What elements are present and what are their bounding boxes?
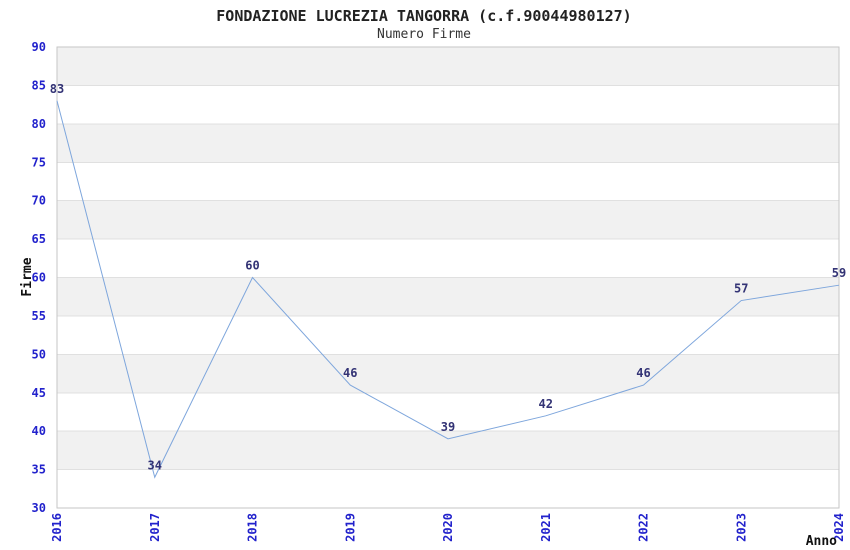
x-tick-label: 2021 [539, 513, 553, 542]
y-tick-label: 70 [32, 194, 46, 208]
data-point-label: 34 [148, 458, 162, 472]
data-point-label: 83 [50, 82, 64, 96]
y-tick-label: 45 [32, 386, 46, 400]
grid-band [57, 277, 839, 316]
grid-band [57, 123, 839, 163]
x-tick-label: 2017 [148, 513, 162, 542]
grid-band [57, 354, 839, 393]
data-point-label: 46 [343, 366, 357, 380]
x-axis-title: Anno [806, 534, 837, 549]
y-tick-label: 55 [32, 309, 46, 323]
x-tick-label: 2019 [343, 513, 357, 542]
data-point-label: 46 [636, 366, 650, 380]
plot-bands [57, 47, 839, 470]
data-point-label: 57 [734, 282, 748, 296]
y-tick-label: 40 [32, 424, 46, 438]
y-tick-label: 85 [32, 78, 46, 92]
y-tick-label: 60 [32, 271, 46, 285]
data-point-label: 39 [441, 420, 455, 434]
grid-band [57, 200, 839, 240]
y-axis-title: Firme [20, 257, 35, 296]
y-gridlines [57, 84, 839, 471]
data-point-label: 60 [245, 259, 259, 273]
grid-band [57, 47, 839, 86]
plot-border [56, 46, 840, 509]
x-tick-label: 2022 [637, 513, 651, 542]
chart-title: FONDAZIONE LUCREZIA TANGORRA (c.f.900449… [216, 7, 631, 25]
grid-band [57, 431, 839, 470]
data-point-label: 42 [539, 397, 553, 411]
y-tick-label: 65 [32, 232, 46, 246]
x-tick-label: 2020 [441, 513, 455, 542]
x-tick-label: 2018 [246, 513, 260, 542]
x-tick-label: 2023 [734, 513, 748, 542]
y-axis-tick-labels: 30 35 40 45 50 55 60 65 70 75 80 85 90 [32, 40, 46, 515]
y-tick-label: 30 [32, 501, 46, 515]
data-point-label: 59 [832, 266, 846, 280]
data-point-labels: 83 34 60 46 39 42 46 57 59 [50, 82, 846, 472]
y-tick-label: 75 [32, 155, 46, 169]
chart-subtitle: Numero Firme [377, 27, 471, 42]
x-axis-tick-labels: 2016 2017 2018 2019 2020 2021 2022 2023 2024 [50, 513, 846, 542]
y-tick-label: 80 [32, 117, 46, 131]
y-tick-label: 50 [32, 347, 46, 361]
y-tick-label: 35 [32, 463, 46, 477]
y-tick-label: 90 [32, 40, 46, 54]
series-line [56, 100, 840, 479]
x-tick-label: 2024 [832, 513, 846, 542]
x-tick-label: 2016 [50, 513, 64, 542]
